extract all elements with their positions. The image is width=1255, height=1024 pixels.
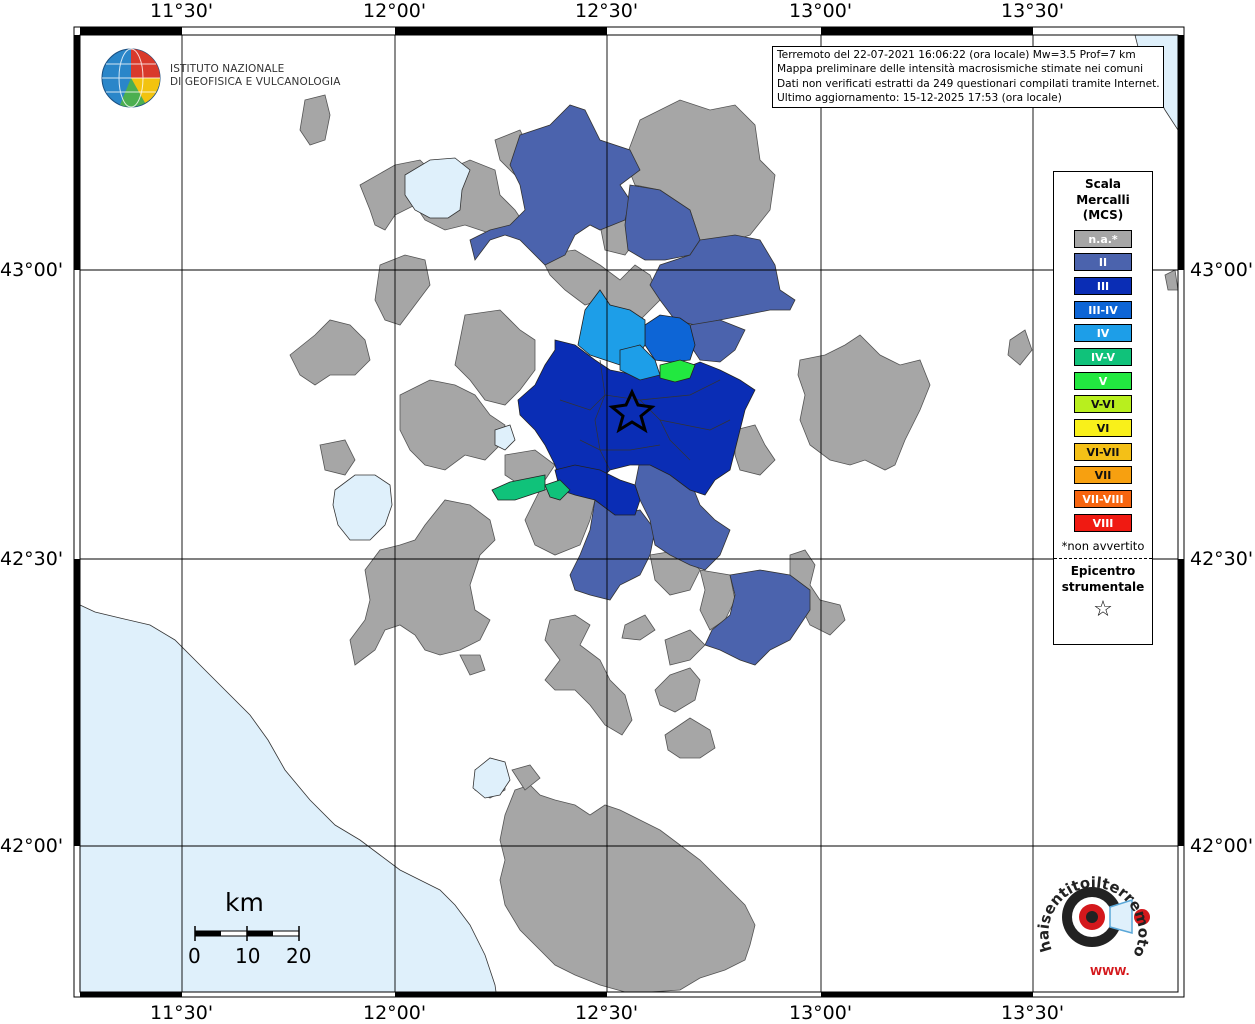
legend-title-line: Mercalli — [1076, 192, 1130, 207]
legend-title-line: (MCS) — [1082, 208, 1124, 222]
municipalities-intensity-iv-v — [491, 474, 571, 501]
left-tick-label: 42°30' — [0, 548, 64, 570]
event-info-line: Mappa preliminare delle intensità macros… — [777, 63, 1144, 76]
epicenter-star — [608, 388, 656, 434]
legend-item: II — [1074, 253, 1132, 272]
event-info-box: Terremoto del 22-07-2021 16:06:22 (ora l… — [772, 46, 1164, 108]
bottom-tick-label: 13°30' — [1001, 1002, 1065, 1024]
event-info-line: Ultimo aggiornamento: 15-12-2025 17:53 (… — [777, 92, 1062, 105]
legend-item: IV-V — [1074, 347, 1132, 366]
municipalities-intensity-iii — [517, 339, 756, 516]
right-tick-label: 42°00' — [1190, 835, 1254, 857]
legend-epicenter-label: Epicentro strumentale — [1054, 563, 1152, 595]
bottom-tick-label: 12°00' — [363, 1002, 427, 1024]
left-tick-label: 43°00' — [0, 259, 64, 281]
top-tick-label: 13°30' — [1001, 0, 1065, 22]
top-tick-label: 11°30' — [150, 0, 214, 22]
brand-url-text: WWW. — [1090, 965, 1130, 978]
intensity-legend: Scala Mercalli (MCS) n.a.* II III III-IV IV I… — [1053, 171, 1153, 645]
municipalities-intensity-iii-iv — [644, 314, 696, 363]
legend-item: VII-VIII — [1074, 490, 1132, 509]
haisentito-logo-icon: haisentitoilterremoto.it WWW. — [1030, 855, 1153, 978]
legend-item: III — [1074, 276, 1132, 295]
legend-item: n.a.* — [1074, 229, 1132, 248]
bottom-tick-label: 12°30' — [575, 1002, 639, 1024]
legend-item: VI — [1074, 419, 1132, 437]
legend-note: *non avvertito — [1061, 538, 1145, 553]
municipalities-intensity-iv — [577, 289, 661, 381]
ingv-logo-icon — [101, 48, 161, 108]
municipalities-intensity-ii — [469, 104, 811, 666]
legend-title: Scala Mercalli (MCS) — [1054, 177, 1152, 224]
left-tick-label: 42°00' — [0, 835, 64, 857]
legend-item: V — [1074, 371, 1132, 390]
legend-title-line: Scala — [1084, 177, 1122, 191]
legend-item: III-IV — [1074, 300, 1132, 319]
institute-name-line1: ISTITUTO NAZIONALE — [170, 63, 285, 75]
event-info-line: Dati non verificati estratti da 249 ques… — [777, 77, 1160, 90]
legend-item: V-VI — [1074, 395, 1132, 414]
star-icon: ☆ — [1093, 596, 1113, 622]
legend-item: IV — [1074, 324, 1132, 343]
scale-unit: km — [225, 888, 264, 917]
municipal-borders — [559, 359, 731, 471]
graticule — [80, 35, 1178, 992]
legend-divider — [1054, 557, 1152, 559]
event-info-line: Terremoto del 22-07-2021 16:06:22 (ora l… — [777, 49, 1136, 61]
legend-epicenter-line: strumentale — [1061, 579, 1145, 594]
top-tick-label: 12°30' — [575, 0, 639, 22]
scale-bar — [194, 926, 300, 941]
map-frame — [73, 26, 1185, 998]
right-tick-label: 43°00' — [1190, 259, 1254, 281]
bottom-tick-label: 11°30' — [150, 1002, 214, 1024]
legend-item: VIII — [1074, 513, 1132, 532]
legend-item: VI-VII — [1074, 442, 1132, 461]
legend-items: n.a.* II III III-IV IV IV-V V V-VI VI VI-VII VII VI… — [1054, 229, 1152, 532]
scale-label: 10 — [235, 944, 261, 968]
right-tick-label: 42°30' — [1190, 548, 1254, 570]
legend-item: VII — [1074, 466, 1132, 485]
scale-label: 0 — [188, 944, 201, 968]
scale-label: 20 — [286, 944, 312, 968]
municipalities-intensity-v — [659, 359, 696, 383]
bottom-tick-label: 13°00' — [789, 1002, 853, 1024]
institute-name-line2: DI GEOFISICA E VULCANOLOGIA — [170, 76, 341, 88]
top-tick-label: 12°00' — [363, 0, 427, 22]
institute-name: ISTITUTO NAZIONALE DI GEOFISICA E VULCAN… — [170, 63, 341, 89]
top-tick-label: 13°00' — [789, 0, 853, 22]
legend-epicenter-line: Epicentro — [1070, 563, 1136, 578]
lakes — [332, 157, 516, 799]
